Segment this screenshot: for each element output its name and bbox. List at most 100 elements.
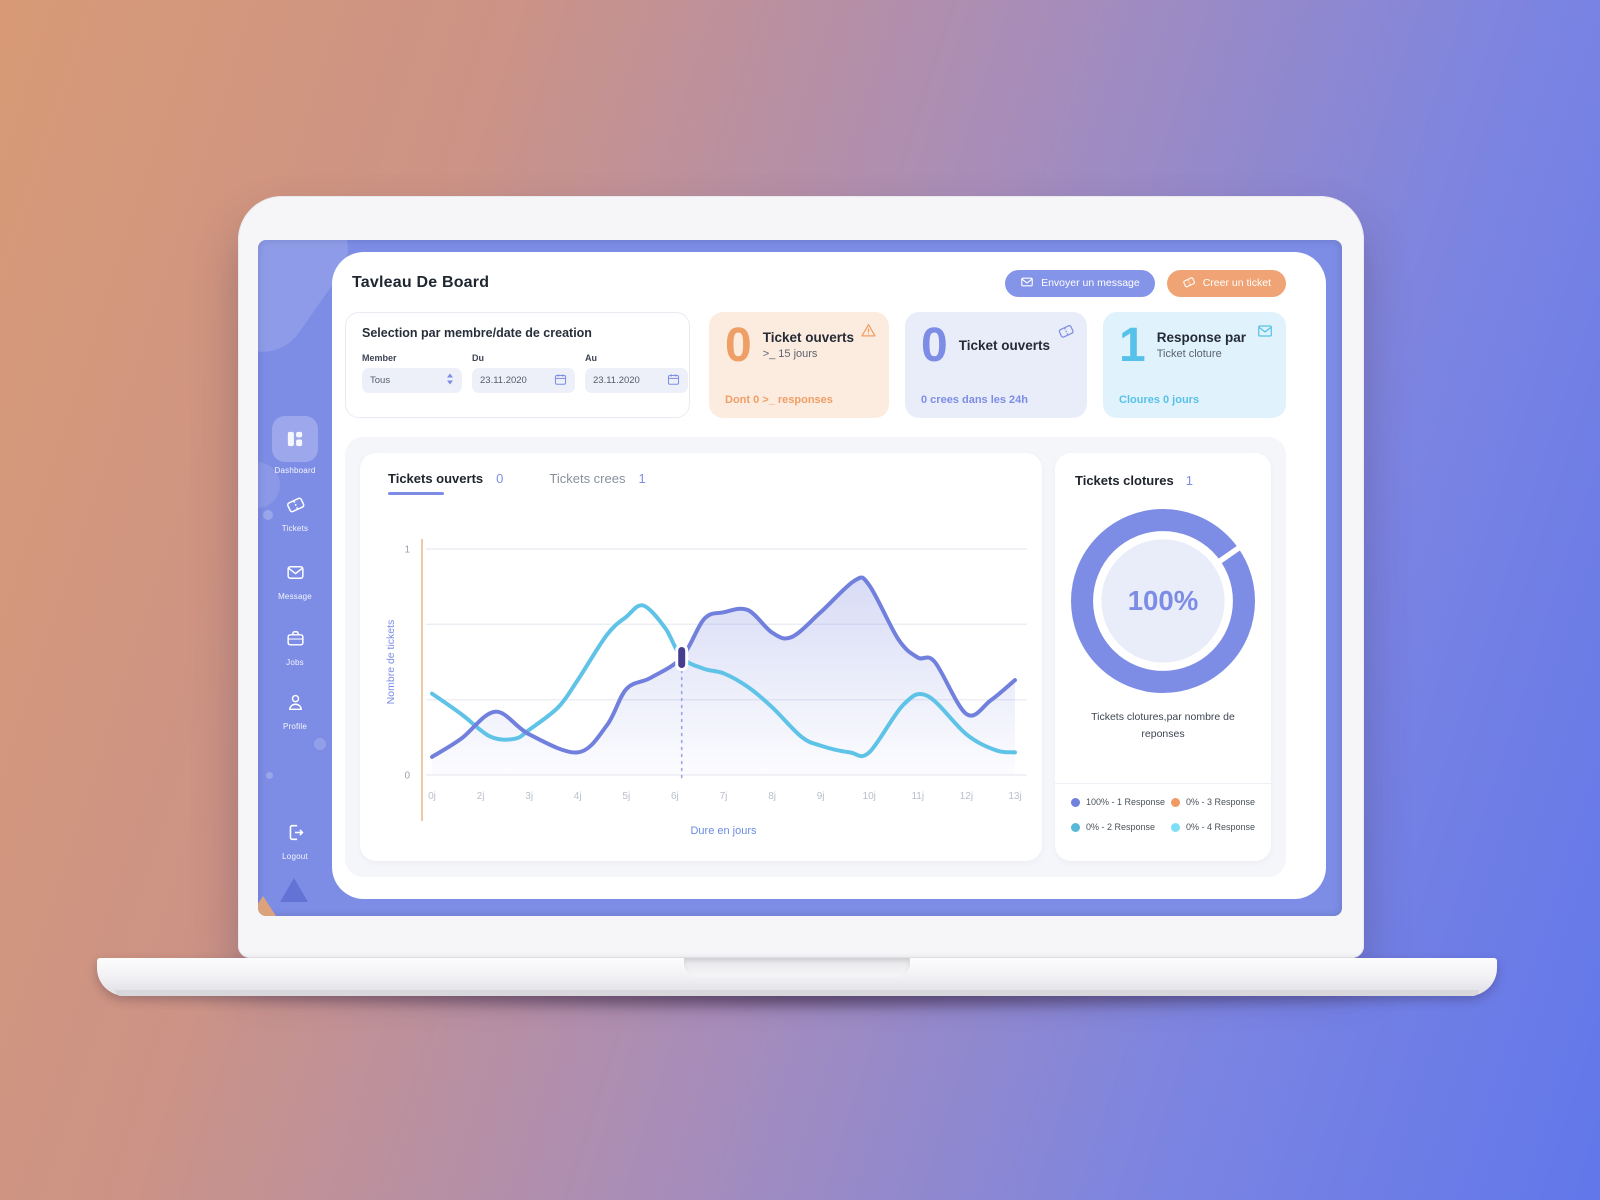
sidebar-item-profile[interactable]: Profile bbox=[258, 692, 332, 731]
sidebar-decor-dot bbox=[266, 772, 273, 779]
sidebar-decor-dot bbox=[314, 738, 326, 750]
legend-label: 0% - 3 Response bbox=[1186, 797, 1256, 807]
send-message-button[interactable]: Envoyer un message bbox=[1005, 269, 1155, 297]
svg-text:8j: 8j bbox=[768, 791, 776, 802]
svg-text:5j: 5j bbox=[622, 791, 630, 802]
stat-value: 1 bbox=[1119, 319, 1146, 372]
tab-label: Tickets crees bbox=[549, 471, 626, 486]
svg-text:11j: 11j bbox=[911, 791, 924, 802]
legend-label: 0% - 4 Response bbox=[1186, 822, 1256, 832]
legend-item: 0% - 2 Response bbox=[1071, 822, 1169, 832]
legend-dot bbox=[1071, 822, 1080, 832]
donut-card: Tickets clotures 1 100% Tickets clotures,… bbox=[1055, 453, 1271, 861]
donut-center-label: 100% bbox=[1128, 585, 1199, 616]
tab-tickets-crees[interactable]: Tickets crees 1 bbox=[549, 471, 645, 486]
sidebar-item-tickets[interactable]: Tickets bbox=[258, 494, 332, 533]
sidebar-item-label: Jobs bbox=[286, 658, 304, 667]
legend-item: 100% - 1 Response bbox=[1071, 797, 1169, 807]
svg-text:6j: 6j bbox=[671, 791, 679, 802]
filter-title: Selection par membre/date de creation bbox=[362, 326, 592, 340]
top-row: Selection par membre/date de creation Me… bbox=[345, 312, 1286, 420]
sidebar-item-label: Tickets bbox=[281, 524, 309, 533]
date-to-input[interactable]: 23.11.2020 bbox=[585, 368, 688, 393]
briefcase-icon bbox=[285, 631, 306, 653]
sidebar-item-dashboard[interactable]: Dashboard bbox=[258, 416, 332, 475]
member-label: Member bbox=[362, 353, 397, 363]
date-from-input[interactable]: 23.11.2020 bbox=[472, 368, 575, 393]
page-header: Tavleau De Board Envoyer un message bbox=[352, 268, 1286, 298]
ticket-icon bbox=[1057, 322, 1075, 345]
svg-text:3j: 3j bbox=[525, 791, 533, 802]
legend-item: 0% - 4 Response bbox=[1171, 822, 1269, 832]
ticket-icon bbox=[285, 497, 306, 519]
laptop-base bbox=[97, 958, 1497, 996]
tab-count: 0 bbox=[496, 471, 504, 486]
sidebar-item-label: Dashboard bbox=[274, 466, 316, 475]
legend-dot bbox=[1071, 797, 1080, 807]
tab-tickets-ouverts[interactable]: Tickets ouverts 0 bbox=[388, 471, 504, 495]
sidebar: Dashboard Tickets bbox=[258, 240, 366, 916]
sidebar-decor-circle bbox=[258, 462, 280, 508]
envelope-icon bbox=[1020, 275, 1034, 292]
stat-footer: Cloures 0 jours bbox=[1119, 394, 1200, 406]
logout-icon bbox=[285, 824, 306, 847]
svg-text:Dure en jours: Dure en jours bbox=[690, 825, 757, 837]
svg-text:2j: 2j bbox=[477, 791, 485, 802]
sidebar-item-logout[interactable]: Logout bbox=[258, 822, 332, 861]
sidebar-item-jobs[interactable]: Jobs bbox=[258, 628, 332, 667]
envelope-icon bbox=[285, 565, 306, 587]
chart-tabs: Tickets ouverts 0 Tickets crees 1 bbox=[388, 471, 646, 495]
ticket-icon bbox=[1182, 275, 1196, 292]
stat-subtitle: >_ 15 jours bbox=[762, 348, 818, 361]
svg-text:0j: 0j bbox=[428, 791, 436, 802]
sidebar-item-label: Message bbox=[278, 592, 312, 601]
svg-text:12j: 12j bbox=[960, 791, 973, 802]
stat-footer: Dont 0 >_ responses bbox=[725, 394, 833, 406]
laptop-base-lip bbox=[115, 990, 1479, 996]
create-ticket-button[interactable]: Creer un ticket bbox=[1166, 269, 1286, 297]
sidebar-item-label: Logout bbox=[282, 852, 308, 861]
svg-text:7j: 7j bbox=[720, 791, 728, 802]
svg-text:13j: 13j bbox=[1008, 791, 1021, 802]
charts-region: Tickets ouverts 0 Tickets crees 1 0 1 Nomb… bbox=[345, 437, 1286, 877]
svg-text:10j: 10j bbox=[863, 791, 876, 802]
dashboard-grid-icon bbox=[272, 416, 318, 462]
member-value: Tous bbox=[370, 375, 391, 386]
svg-text:1: 1 bbox=[404, 545, 410, 556]
app-screen: Dashboard Tickets bbox=[258, 240, 1342, 916]
stat-card-open-15days: 0 Ticket ouverts >_ 15 jours Dont 0 >_ r… bbox=[709, 312, 889, 418]
donut-caption: Tickets clotures,par nombre de reponses bbox=[1091, 711, 1235, 740]
line-chart[interactable]: 0 1 Nombre de tickets 0j 2j 3j 4j 5j 6j 7j 8j 9j 10j… bbox=[360, 453, 1042, 861]
stat-value: 0 bbox=[921, 319, 948, 372]
donut-title: Tickets clotures 1 bbox=[1075, 473, 1193, 488]
legend-dot bbox=[1171, 797, 1180, 807]
laptop-base-notch bbox=[684, 958, 910, 977]
calendar-icon bbox=[554, 373, 567, 389]
calendar-icon bbox=[667, 373, 680, 389]
filter-card: Selection par membre/date de creation Me… bbox=[345, 312, 690, 418]
member-select[interactable]: Tous bbox=[362, 368, 462, 393]
sidebar-item-label: Profile bbox=[282, 722, 308, 731]
donut-count: 1 bbox=[1185, 473, 1193, 488]
svg-text:Nombre de tickets: Nombre de tickets bbox=[385, 620, 397, 705]
button-label: Envoyer un message bbox=[1041, 277, 1140, 289]
date-to-value: 23.11.2020 bbox=[593, 375, 640, 386]
date-to-label: Au bbox=[585, 353, 597, 363]
stat-card-open-24h: 0 Ticket ouverts 0 crees dans les 24h bbox=[905, 312, 1087, 418]
sidebar-item-message[interactable]: Message bbox=[258, 562, 332, 601]
page-title: Tavleau De Board bbox=[352, 274, 490, 291]
stat-card-response-per-closed: 1 Response par Ticket cloture Cloures 0 … bbox=[1103, 312, 1286, 418]
sidebar-decor-triangle bbox=[280, 878, 308, 902]
button-label: Creer un ticket bbox=[1202, 277, 1271, 289]
svg-text:9j: 9j bbox=[817, 791, 825, 802]
svg-text:4j: 4j bbox=[574, 791, 582, 802]
line-chart-card: Tickets ouverts 0 Tickets crees 1 0 1 Nomb… bbox=[360, 453, 1042, 861]
person-icon bbox=[285, 694, 306, 717]
select-arrows-icon bbox=[446, 373, 454, 388]
sidebar-decor-triangle bbox=[258, 896, 276, 916]
warning-icon bbox=[860, 322, 877, 344]
sidebar-decor-dot bbox=[263, 510, 273, 520]
envelope-icon bbox=[1256, 322, 1274, 345]
tab-label: Tickets ouverts bbox=[388, 471, 484, 486]
